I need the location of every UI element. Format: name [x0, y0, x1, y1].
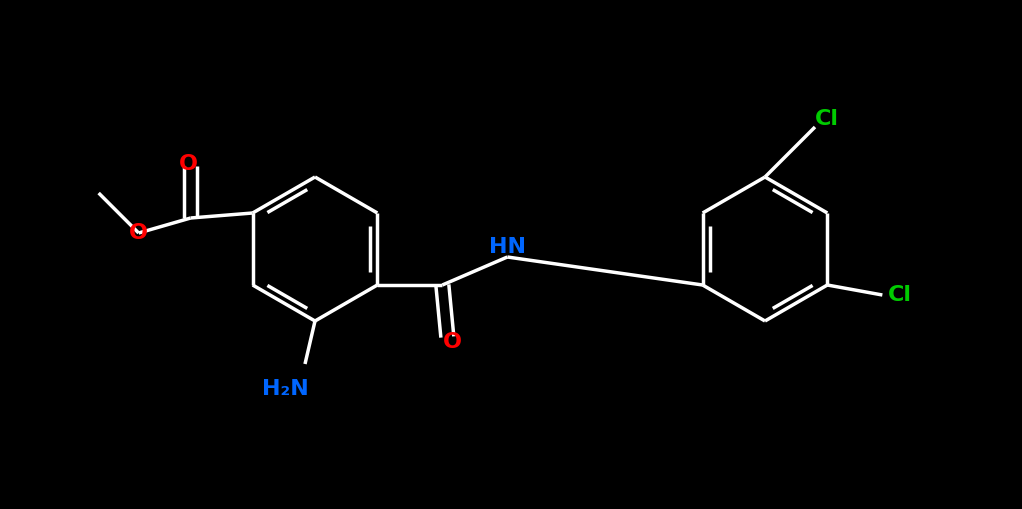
- Text: H₂N: H₂N: [262, 379, 309, 399]
- Text: O: O: [179, 154, 198, 174]
- Text: O: O: [129, 223, 148, 243]
- Text: Cl: Cl: [888, 285, 913, 305]
- Text: HN: HN: [489, 237, 526, 257]
- Text: O: O: [443, 332, 462, 352]
- Text: Cl: Cl: [815, 109, 839, 129]
